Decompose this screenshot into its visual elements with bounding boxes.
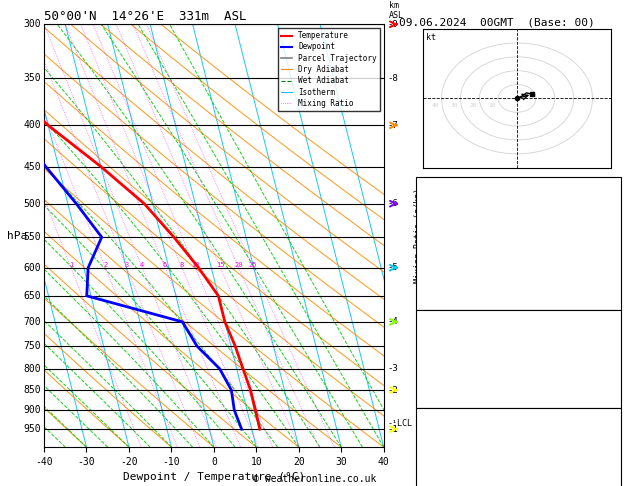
Text: θₑ(K): θₑ(K) bbox=[425, 354, 452, 363]
X-axis label: Dewpoint / Temperature (°C): Dewpoint / Temperature (°C) bbox=[123, 472, 305, 483]
Text: 20: 20 bbox=[235, 262, 243, 268]
Text: -9: -9 bbox=[387, 20, 398, 29]
Text: CAPE (J): CAPE (J) bbox=[425, 481, 467, 486]
Text: 400: 400 bbox=[23, 121, 41, 130]
Text: -6: -6 bbox=[387, 199, 398, 208]
Text: Lifted Index: Lifted Index bbox=[425, 367, 489, 376]
Text: 0: 0 bbox=[607, 481, 613, 486]
Text: θₑ (K): θₑ (K) bbox=[425, 448, 457, 456]
Text: 6: 6 bbox=[607, 464, 613, 473]
Text: 7.6: 7.6 bbox=[596, 341, 613, 350]
Text: CAPE (J): CAPE (J) bbox=[425, 380, 467, 389]
Text: 11.9: 11.9 bbox=[591, 328, 613, 337]
Text: 0: 0 bbox=[607, 380, 613, 389]
Text: 6: 6 bbox=[163, 262, 167, 268]
Text: 11: 11 bbox=[602, 367, 613, 376]
Text: Dewp (°C): Dewp (°C) bbox=[425, 341, 473, 350]
Text: Mixing Ratio (g/kg): Mixing Ratio (g/kg) bbox=[415, 188, 423, 283]
Text: 20: 20 bbox=[470, 103, 477, 107]
Text: 313: 313 bbox=[596, 448, 613, 456]
Text: 3: 3 bbox=[125, 262, 129, 268]
Text: 30: 30 bbox=[451, 103, 459, 107]
Text: -5: -5 bbox=[387, 263, 398, 272]
Text: 15: 15 bbox=[216, 262, 225, 268]
Text: 650: 650 bbox=[23, 291, 41, 301]
Text: 350: 350 bbox=[23, 73, 41, 84]
Bar bbox=[416, 408, 621, 486]
Text: 600: 600 bbox=[23, 263, 41, 273]
Text: 800: 800 bbox=[23, 364, 41, 374]
Text: 850: 850 bbox=[596, 431, 613, 440]
Text: -8: -8 bbox=[387, 74, 398, 83]
Text: 500: 500 bbox=[23, 199, 41, 208]
Text: 1: 1 bbox=[69, 262, 73, 268]
Text: Totals Totals: Totals Totals bbox=[425, 238, 494, 247]
Text: 305: 305 bbox=[596, 354, 613, 363]
Text: -1: -1 bbox=[387, 425, 398, 434]
Text: 550: 550 bbox=[23, 232, 41, 242]
Text: 450: 450 bbox=[23, 162, 41, 172]
Text: 950: 950 bbox=[23, 424, 41, 434]
Text: -4: -4 bbox=[602, 200, 613, 209]
Text: 10: 10 bbox=[489, 103, 496, 107]
Text: 09.06.2024  00GMT  (Base: 00): 09.06.2024 00GMT (Base: 00) bbox=[399, 17, 595, 27]
Text: 42: 42 bbox=[602, 238, 613, 247]
Text: -4: -4 bbox=[387, 317, 398, 327]
Text: Surface: Surface bbox=[500, 314, 537, 323]
Text: Pressure (mb): Pressure (mb) bbox=[425, 431, 494, 440]
Text: 2: 2 bbox=[103, 262, 108, 268]
Text: -2: -2 bbox=[387, 385, 398, 395]
Text: 850: 850 bbox=[23, 385, 41, 395]
Text: CIN (J): CIN (J) bbox=[425, 393, 462, 402]
Text: 25: 25 bbox=[249, 262, 257, 268]
Text: 40: 40 bbox=[432, 103, 440, 107]
Text: Temp (°C): Temp (°C) bbox=[425, 328, 473, 337]
Bar bbox=[416, 310, 621, 408]
Text: 0: 0 bbox=[607, 393, 613, 402]
Legend: Temperature, Dewpoint, Parcel Trajectory, Dry Adiabat, Wet Adiabat, Isotherm, Mi: Temperature, Dewpoint, Parcel Trajectory… bbox=[277, 28, 380, 111]
Text: 1.49: 1.49 bbox=[591, 276, 613, 285]
Text: -¹LCL: -¹LCL bbox=[387, 419, 412, 428]
Text: -3: -3 bbox=[387, 364, 398, 373]
Text: km
ASL: km ASL bbox=[389, 0, 404, 20]
Text: -7: -7 bbox=[387, 121, 398, 130]
Text: 8: 8 bbox=[180, 262, 184, 268]
Text: © weatheronline.co.uk: © weatheronline.co.uk bbox=[253, 473, 376, 484]
Text: 700: 700 bbox=[23, 317, 41, 327]
Text: hPa: hPa bbox=[7, 231, 27, 241]
Text: 50°00'N  14°26'E  331m  ASL: 50°00'N 14°26'E 331m ASL bbox=[44, 10, 247, 23]
Text: 900: 900 bbox=[23, 405, 41, 415]
Text: Most Unstable: Most Unstable bbox=[484, 414, 554, 422]
Text: Lifted Index: Lifted Index bbox=[425, 464, 489, 473]
Text: 750: 750 bbox=[23, 341, 41, 351]
Text: 300: 300 bbox=[23, 19, 41, 29]
Text: K: K bbox=[425, 200, 430, 209]
Text: 10: 10 bbox=[191, 262, 199, 268]
Text: kt: kt bbox=[426, 34, 437, 42]
Text: 4: 4 bbox=[140, 262, 145, 268]
Bar bbox=[416, 177, 621, 310]
Text: PW (cm): PW (cm) bbox=[425, 276, 462, 285]
